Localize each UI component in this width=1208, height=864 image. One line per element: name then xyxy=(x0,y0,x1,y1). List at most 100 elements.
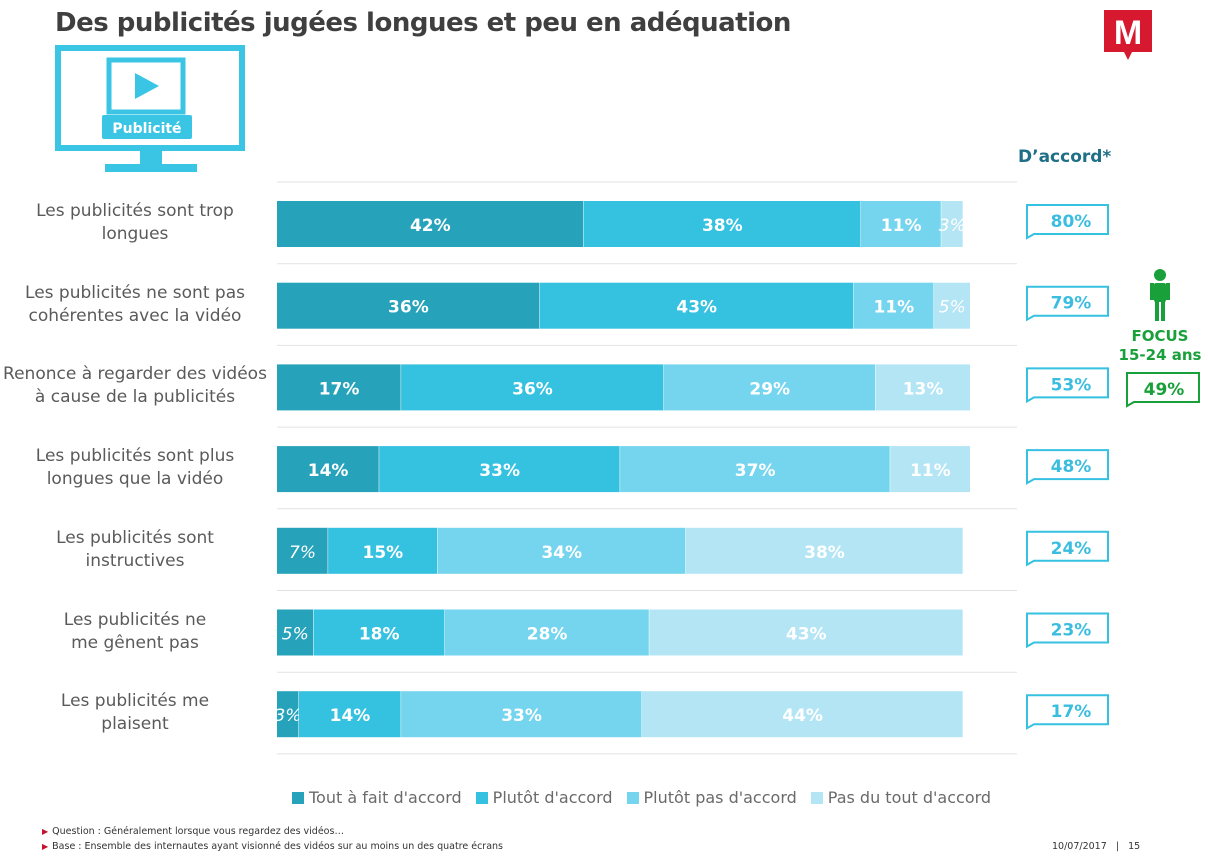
accord-total-value: 79% xyxy=(1051,294,1092,314)
category-label: Renonce à regarder des vidéos à cause de … xyxy=(0,363,270,409)
accord-total-value: 53% xyxy=(1051,375,1092,395)
legend-label: Pas du tout d'accord xyxy=(827,788,992,807)
focus-title: FOCUS xyxy=(1131,327,1189,345)
bar-segment xyxy=(685,527,964,574)
accord-total-box xyxy=(1026,530,1109,567)
bar-segment xyxy=(277,609,314,656)
logo-letter: M xyxy=(1114,14,1142,52)
bar-value-label: 36% xyxy=(388,298,429,318)
bar-segment xyxy=(934,282,971,329)
category-label-line: me gênent pas xyxy=(71,632,199,653)
bar-segment xyxy=(277,364,402,411)
bar-value-label: 33% xyxy=(501,706,542,726)
category-label-line: instructives xyxy=(85,550,185,571)
accord-total-box xyxy=(1026,612,1109,649)
bar-value-label: 11% xyxy=(910,461,951,481)
bar-segment xyxy=(298,691,402,738)
accord-total-box xyxy=(1026,367,1109,404)
bar-value-label: 14% xyxy=(308,461,349,481)
accord-total-box xyxy=(1026,694,1109,730)
bullet-icon: ▶ xyxy=(42,842,49,851)
legend-label: Plutôt pas d'accord xyxy=(643,788,797,807)
category-label-line: Les publicités sont plus xyxy=(35,446,235,467)
chart-legend: Tout à fait d'accord Plutôt d'accord Plutô… xyxy=(292,788,1005,807)
category-label: Les publicités ne me gênent pas xyxy=(0,609,270,655)
bar-value-label: 13% xyxy=(903,379,944,399)
category-label-line: à cause de la publicités xyxy=(34,387,236,408)
category-label-line: Les publicités ne sont pas xyxy=(25,282,245,303)
person-icon xyxy=(1150,269,1170,321)
bar-segment xyxy=(401,364,664,411)
bar-value-label: 38% xyxy=(702,216,743,236)
bar-segment xyxy=(620,446,891,493)
focus-panel: FOCUS 15-24 ans xyxy=(1118,268,1202,364)
date: 10/07/2017 xyxy=(1052,841,1107,852)
category-label-line: Les publicités sont trop xyxy=(36,201,234,221)
category-label-line: Renonce à regarder des vidéos xyxy=(3,364,267,385)
legend-swatch xyxy=(292,791,304,804)
bar-segment xyxy=(437,527,686,574)
bar-segment xyxy=(890,446,971,493)
bar-segment xyxy=(379,446,621,493)
bar-value-label: 44% xyxy=(782,706,823,726)
bar-segment xyxy=(277,691,299,738)
bar-value-label: 38% xyxy=(804,543,845,563)
category-label: Les publicités sont instructives xyxy=(0,527,270,573)
bar-value-label: 5% xyxy=(939,298,966,318)
bar-value-label: 11% xyxy=(881,216,922,236)
accord-total-box xyxy=(1026,204,1109,240)
bar-segment xyxy=(649,609,964,656)
bar-segment xyxy=(642,691,964,738)
bar-value-label: 11% xyxy=(873,298,914,318)
footnote-base: ▶ Base : Ensemble des internautes ayant v… xyxy=(42,841,503,852)
bar-value-label: 43% xyxy=(786,625,827,645)
category-label: Les publicités sont plus longues que la v… xyxy=(0,445,270,491)
accord-total-value: 48% xyxy=(1051,457,1092,477)
bullet-icon: ▶ xyxy=(42,827,49,836)
bar-value-label: 18% xyxy=(359,625,400,645)
bar-value-label: 7% xyxy=(289,543,316,563)
bar-value-label: 29% xyxy=(749,379,790,399)
bar-value-label: 28% xyxy=(527,625,568,645)
legend-label: Tout à fait d'accord xyxy=(309,788,462,807)
bar-segment xyxy=(277,446,380,493)
legend-item: Tout à fait d'accord xyxy=(292,788,462,807)
legend-swatch xyxy=(810,791,823,804)
bar-value-label: 17% xyxy=(319,379,360,399)
bar-value-label: 34% xyxy=(541,543,582,563)
accord-total-value: 24% xyxy=(1051,539,1092,559)
focus-value-box: 49% xyxy=(1126,372,1200,408)
category-label: Les publicités sont trop longues xyxy=(0,200,270,246)
bar-segment xyxy=(277,282,540,329)
accord-total-value: 23% xyxy=(1051,621,1092,641)
category-label: Les publicités me plaisent xyxy=(0,690,270,736)
focus-value: 49% xyxy=(1144,380,1185,400)
page-title: Des publicités jugées longues et peu en … xyxy=(55,8,791,38)
bar-segment xyxy=(875,364,971,411)
legend-item: Plutôt pas d'accord xyxy=(626,788,797,807)
focus-subtitle: 15-24 ans xyxy=(1118,346,1202,364)
tv-icon: Publicité xyxy=(55,45,247,181)
legend-swatch xyxy=(475,791,488,804)
bar-segment xyxy=(328,527,438,574)
bar-value-label: 33% xyxy=(479,461,520,481)
bar-segment xyxy=(444,609,650,656)
bar-value-label: 43% xyxy=(676,298,717,318)
accord-total-value: 17% xyxy=(1051,702,1092,722)
bar-value-label: 3% xyxy=(274,706,301,726)
bar-value-label: 42% xyxy=(410,216,451,236)
accord-total-box xyxy=(1026,285,1109,322)
brand-logo: M xyxy=(1102,8,1154,66)
bar-value-label: 3% xyxy=(939,216,966,236)
accord-header: D’accord* xyxy=(1018,147,1112,167)
bar-value-label: 5% xyxy=(282,625,309,645)
category-label-line: plaisent xyxy=(101,714,169,735)
bar-value-label: 37% xyxy=(735,461,776,481)
bar-segment xyxy=(583,201,861,247)
page-number: 15 xyxy=(1128,841,1141,852)
tv-caption: Publicité xyxy=(112,121,181,137)
category-label-line: Les publicités me xyxy=(60,691,210,712)
category-label-line: longues xyxy=(101,224,169,244)
category-label-line: longues que la vidéo xyxy=(46,469,224,490)
